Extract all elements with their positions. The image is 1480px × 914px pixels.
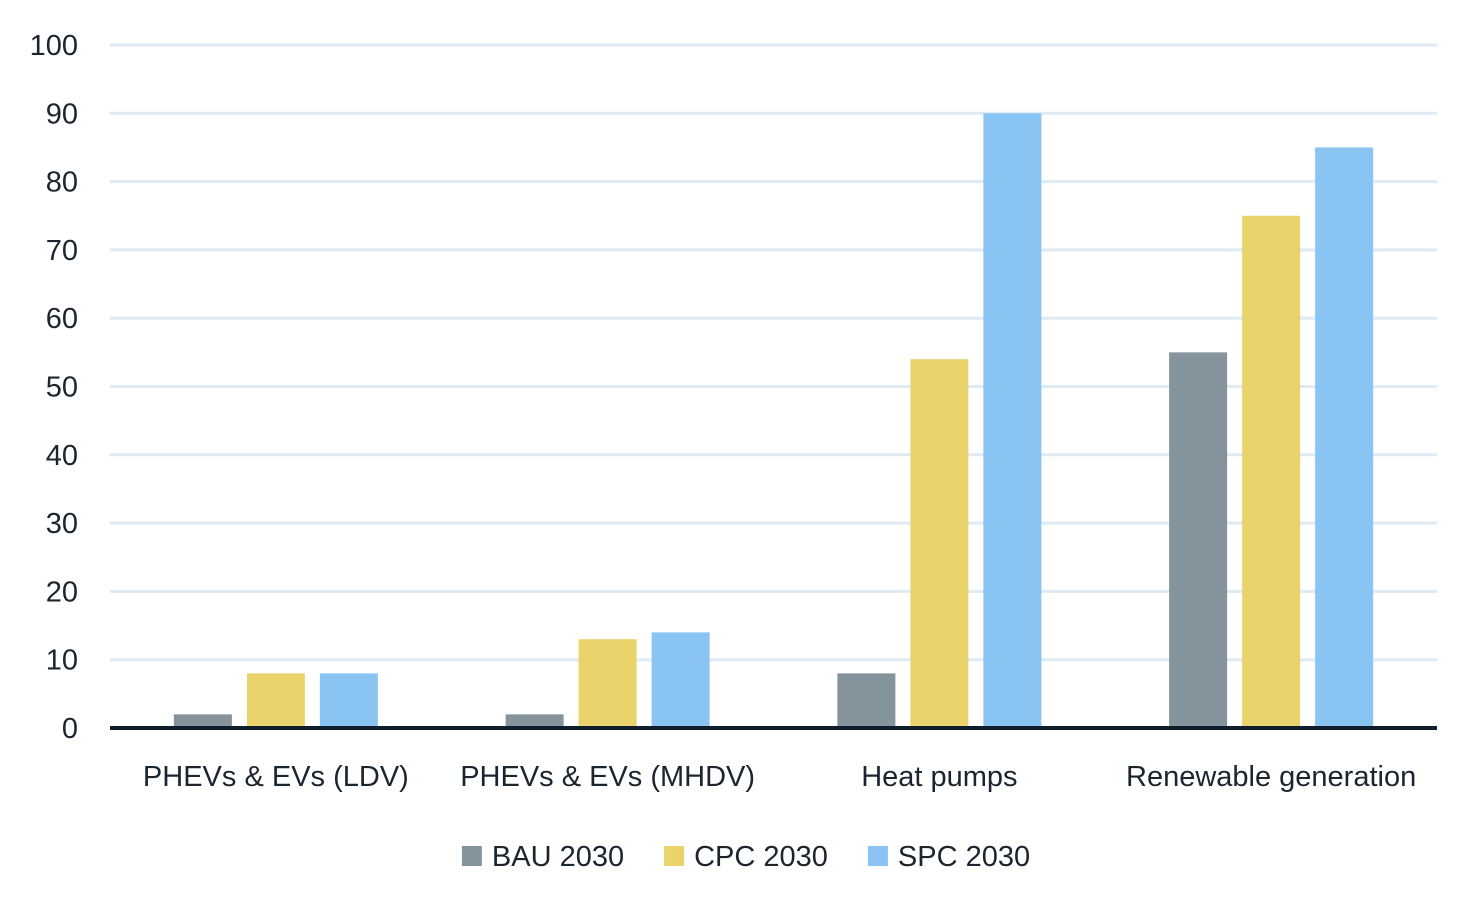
bar-spc-2030-cat-3 bbox=[1315, 147, 1374, 728]
y-tick-label: 70 bbox=[46, 235, 78, 267]
y-tick-label: 80 bbox=[46, 167, 78, 199]
bar-bau-2030-cat-3 bbox=[1169, 352, 1228, 728]
x-tick-label: Heat pumps bbox=[861, 761, 1017, 793]
bar-spc-2030-cat-2 bbox=[983, 113, 1042, 729]
y-tick-label: 100 bbox=[30, 30, 78, 62]
y-tick-label: 0 bbox=[62, 713, 78, 745]
bar-cpc-2030-cat-0 bbox=[246, 673, 305, 728]
y-tick-label: 90 bbox=[46, 98, 78, 130]
bar-bau-2030-cat-1 bbox=[505, 714, 564, 728]
bars bbox=[173, 113, 1374, 729]
y-tick-label: 20 bbox=[46, 576, 78, 608]
x-tick-label: Renewable generation bbox=[1126, 761, 1416, 793]
y-tick-label: 50 bbox=[46, 372, 78, 404]
bar-cpc-2030-cat-3 bbox=[1242, 215, 1301, 728]
y-tick-label: 30 bbox=[46, 508, 78, 540]
y-axis-ticks: 0 10 20 30 40 50 60 70 80 90 100 bbox=[30, 30, 78, 745]
legend-swatch bbox=[664, 846, 685, 866]
legend-label: CPC 2030 bbox=[694, 841, 828, 873]
legend: BAU 2030 CPC 2030 SPC 2030 bbox=[461, 841, 1030, 873]
legend-label: SPC 2030 bbox=[898, 841, 1030, 873]
bar-bau-2030-cat-2 bbox=[837, 673, 896, 728]
x-axis-ticks: PHEVs & EVs (LDV) PHEVs & EVs (MHDV) Heat … bbox=[143, 761, 1416, 793]
bar-cpc-2030-cat-2 bbox=[910, 359, 969, 728]
y-tick-label: 40 bbox=[46, 440, 78, 472]
bar-bau-2030-cat-0 bbox=[173, 714, 232, 728]
legend-swatch bbox=[867, 846, 888, 866]
gridlines bbox=[110, 43, 1437, 662]
y-tick-label: 60 bbox=[46, 303, 78, 335]
x-tick-label: PHEVs & EVs (LDV) bbox=[143, 761, 409, 793]
bar-cpc-2030-cat-1 bbox=[578, 639, 637, 728]
legend-label: BAU 2030 bbox=[492, 841, 624, 873]
y-tick-label: 10 bbox=[46, 645, 78, 677]
bar-spc-2030-cat-1 bbox=[651, 632, 710, 728]
bar-spc-2030-cat-0 bbox=[319, 673, 378, 728]
x-tick-label: PHEVs & EVs (MHDV) bbox=[460, 761, 755, 793]
legend-swatch bbox=[461, 846, 482, 866]
